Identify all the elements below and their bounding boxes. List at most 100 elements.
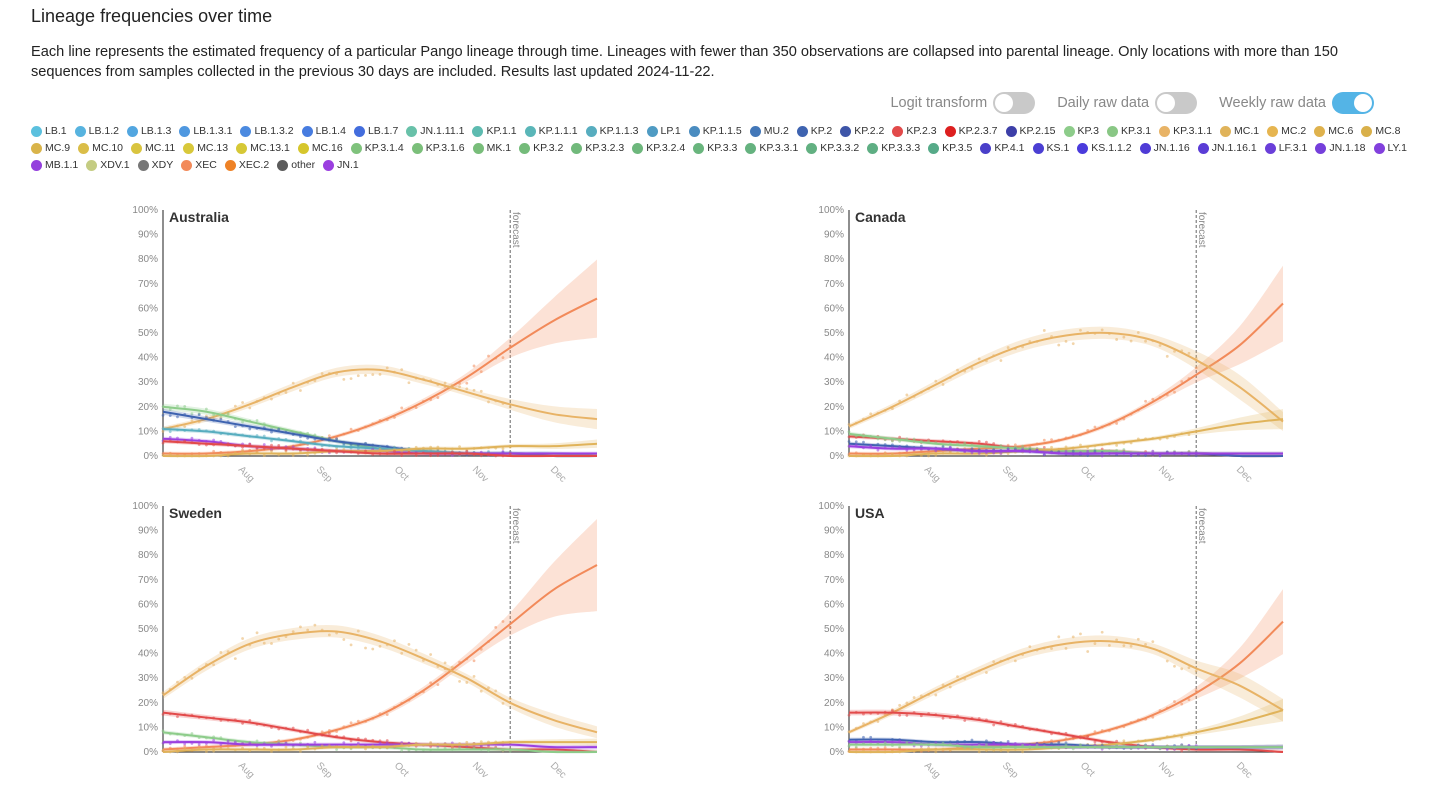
legend-label: LF.3.1: [1278, 142, 1308, 154]
series-line[interactable]: [162, 440, 597, 458]
series-line[interactable]: [849, 743, 1283, 749]
series-line[interactable]: [848, 711, 1284, 753]
legend-item[interactable]: LB.1.3.2: [240, 124, 294, 138]
legend-item[interactable]: KP.3.1: [1106, 124, 1152, 138]
legend-swatch: [297, 142, 309, 154]
series-line[interactable]: [848, 331, 1284, 428]
legend-label: KP.3.1: [1120, 125, 1152, 137]
legend-item[interactable]: LB.1.3.1: [179, 124, 232, 138]
raw-data-point: [891, 709, 894, 712]
legend-item[interactable]: KP.3.2.3: [571, 141, 624, 155]
logit-transform-toggle[interactable]: Logit transform: [890, 92, 1036, 114]
legend-item[interactable]: KP.3.3: [693, 141, 737, 155]
series-line[interactable]: [162, 368, 598, 430]
raw-data-point: [1144, 399, 1147, 403]
legend-item[interactable]: MC.11: [131, 141, 175, 155]
legend-item[interactable]: MK.1: [472, 141, 511, 155]
legend-item[interactable]: MC.10: [78, 141, 123, 155]
legend-item[interactable]: LB.1.7: [353, 124, 398, 138]
legend-item[interactable]: MC.13: [183, 141, 228, 155]
legend-item[interactable]: KP.3.2: [519, 141, 563, 155]
raw-data-point: [1194, 454, 1198, 458]
legend-item[interactable]: MC.1: [1220, 124, 1259, 138]
legend-item[interactable]: KP.1.1: [472, 124, 517, 138]
legend-item[interactable]: KP.3.1.6: [411, 141, 465, 155]
legend-item[interactable]: XEC.2: [224, 158, 269, 172]
series-line[interactable]: [162, 740, 597, 753]
raw-data-point: [400, 406, 404, 410]
legend-item[interactable]: MC.2: [1267, 124, 1306, 138]
legend-item[interactable]: KP.2: [796, 124, 832, 138]
x-tick-label: Aug: [922, 760, 942, 780]
legend-item[interactable]: JN.1: [323, 158, 359, 172]
legend-item[interactable]: LY.1: [1373, 141, 1407, 155]
raw-data-point: [349, 643, 353, 647]
legend-item[interactable]: KS.1.1.2: [1077, 141, 1132, 155]
legend-item[interactable]: JN.1.16: [1139, 141, 1190, 155]
legend-item[interactable]: KP.3.2.4: [632, 141, 685, 155]
legend-item[interactable]: KP.3.1.4: [350, 141, 404, 155]
legend-item[interactable]: other: [277, 158, 315, 172]
legend-item[interactable]: MC.6: [1314, 124, 1353, 138]
legend-swatch: [632, 142, 644, 154]
raw-data-point: [371, 373, 375, 377]
series-line[interactable]: [162, 297, 598, 455]
raw-data-point: [1093, 642, 1097, 645]
raw-data-point: [898, 435, 902, 439]
legend-item[interactable]: JN.1.16.1: [1197, 141, 1257, 155]
legend-item[interactable]: KP.3.3.3: [867, 141, 920, 155]
legend-item[interactable]: LB.1.2: [74, 124, 119, 138]
legend-item[interactable]: MB.1.1: [31, 158, 78, 172]
series-line[interactable]: [162, 564, 598, 751]
legend-item[interactable]: KP.1.1.1: [524, 124, 578, 138]
legend-item[interactable]: KP.3: [1063, 124, 1099, 138]
toggle-switch[interactable]: [1155, 92, 1198, 114]
raw-data-point: [1071, 635, 1075, 639]
series-line[interactable]: [162, 740, 598, 749]
legend-item[interactable]: LB.1.3: [126, 124, 171, 138]
legend-item[interactable]: LF.3.1: [1264, 141, 1308, 155]
legend-item[interactable]: XDY: [137, 158, 173, 172]
series-line[interactable]: [162, 442, 598, 458]
raw-data-point: [854, 440, 858, 444]
legend-item[interactable]: KS.1: [1032, 141, 1069, 155]
toggle-switch[interactable]: [1332, 92, 1374, 114]
legend-item[interactable]: MC.13.1: [236, 141, 290, 155]
legend-item[interactable]: KP.3.3.1: [745, 141, 798, 155]
legend-swatch: [406, 125, 418, 137]
raw-data-point: [284, 745, 288, 749]
legend-item[interactable]: KP.2.2: [840, 124, 884, 138]
legend-item[interactable]: KP.3.1.1: [1159, 124, 1212, 138]
raw-data-point: [320, 730, 324, 734]
legend-item[interactable]: XEC: [181, 158, 217, 172]
legend-item[interactable]: LB.1: [31, 124, 67, 138]
weekly-raw-data-toggle[interactable]: Weekly raw data: [1219, 92, 1374, 114]
legend-item[interactable]: KP.1.1.5: [688, 124, 742, 138]
series-line[interactable]: [162, 630, 598, 734]
legend-item[interactable]: KP.3.5: [928, 141, 972, 155]
legend-item[interactable]: KP.2.15: [1005, 124, 1056, 138]
legend-item[interactable]: XDV.1: [86, 158, 130, 172]
legend-item[interactable]: KP.2.3.7: [944, 124, 998, 138]
legend-item[interactable]: MC.16: [297, 141, 343, 155]
legend-item[interactable]: MC.8: [1361, 124, 1400, 138]
legend-item[interactable]: MU.2: [749, 124, 789, 138]
raw-data-point: [262, 443, 266, 446]
series-line[interactable]: [848, 445, 1283, 455]
series-line[interactable]: [848, 640, 1284, 734]
legend-item[interactable]: KP.3.3.2: [806, 141, 859, 155]
raw-data-point: [212, 449, 216, 453]
legend-item[interactable]: LB.1.4: [301, 124, 346, 138]
series-band: [849, 635, 1283, 735]
legend-item[interactable]: JN.1.11.1: [406, 124, 464, 138]
toggle-switch[interactable]: [993, 92, 1036, 114]
series-line[interactable]: [848, 418, 1284, 458]
legend-item[interactable]: KP.1.1.3: [585, 124, 639, 138]
legend-swatch: [928, 142, 940, 154]
legend-item[interactable]: JN.1.18: [1315, 141, 1366, 155]
legend-item[interactable]: KP.4.1: [980, 141, 1025, 155]
daily-raw-data-toggle[interactable]: Daily raw data: [1057, 92, 1198, 114]
legend-item[interactable]: MC.9: [31, 141, 70, 155]
legend-item[interactable]: KP.2.3: [892, 124, 937, 138]
legend-item[interactable]: LP.1: [646, 124, 681, 138]
